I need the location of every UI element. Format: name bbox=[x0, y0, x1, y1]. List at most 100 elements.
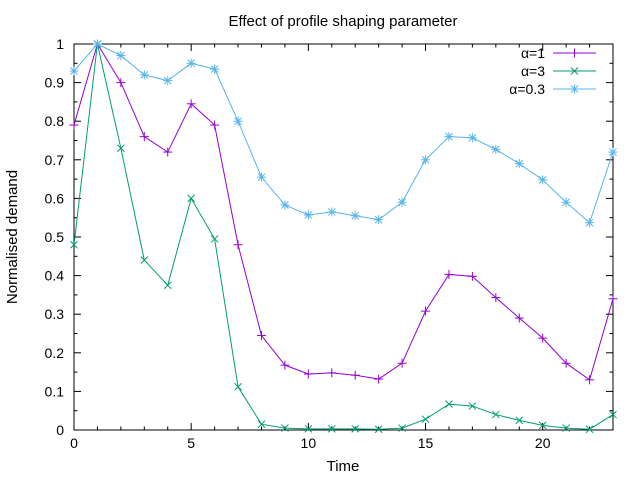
data-point bbox=[538, 333, 548, 343]
data-point bbox=[303, 210, 313, 220]
legend-label: α=1 bbox=[521, 45, 545, 61]
y-tick-label: 0.8 bbox=[45, 113, 65, 129]
data-point bbox=[514, 159, 524, 169]
data-point bbox=[139, 132, 149, 142]
x-axis-label: Time bbox=[327, 458, 360, 475]
data-point bbox=[163, 76, 173, 86]
y-tick-label: 0.4 bbox=[45, 268, 65, 284]
x-tick-label: 20 bbox=[535, 435, 551, 451]
legend-label: α=3 bbox=[521, 63, 545, 79]
data-point bbox=[92, 39, 102, 49]
data-point bbox=[515, 416, 524, 425]
data-point bbox=[163, 147, 173, 157]
y-tick-label: 0 bbox=[56, 422, 64, 438]
y-tick-label: 1 bbox=[56, 36, 64, 52]
data-point bbox=[374, 374, 384, 384]
data-point bbox=[608, 147, 618, 157]
data-point bbox=[351, 424, 360, 433]
data-point bbox=[186, 58, 196, 68]
data-point bbox=[233, 240, 243, 250]
x-axis: 0 5 10 15 20 bbox=[70, 44, 591, 451]
data-point bbox=[139, 70, 149, 80]
series-line bbox=[73, 43, 614, 224]
data-point bbox=[467, 271, 477, 281]
data-point bbox=[117, 144, 125, 153]
data-point bbox=[397, 358, 407, 368]
data-point bbox=[467, 133, 477, 143]
data-point bbox=[561, 358, 571, 368]
data-point bbox=[561, 197, 571, 207]
data-point bbox=[350, 211, 360, 221]
data-point bbox=[140, 256, 149, 265]
x-tick-label: 5 bbox=[187, 435, 195, 451]
data-point bbox=[538, 175, 548, 185]
x-tick-label: 15 bbox=[418, 435, 434, 451]
data-point bbox=[327, 368, 337, 378]
data-point bbox=[397, 197, 407, 207]
data-point bbox=[256, 172, 266, 182]
data-point bbox=[186, 99, 196, 109]
data-point bbox=[233, 116, 243, 126]
y-tick-label: 0.5 bbox=[45, 229, 65, 245]
legend: α=1 α=3 α=0.3 bbox=[509, 45, 596, 97]
data-point bbox=[421, 306, 431, 316]
x-tick-label: 10 bbox=[301, 435, 317, 451]
series-3 bbox=[69, 39, 618, 228]
data-point bbox=[445, 400, 453, 409]
data-point bbox=[491, 410, 500, 419]
x-tick-label: 0 bbox=[70, 435, 78, 451]
y-tick-label: 0.7 bbox=[45, 152, 65, 168]
data-point bbox=[491, 144, 501, 154]
data-point bbox=[374, 215, 384, 225]
legend-marker bbox=[570, 84, 579, 94]
y-tick-label: 0.2 bbox=[45, 345, 65, 361]
data-point bbox=[444, 269, 454, 279]
data-point bbox=[491, 293, 501, 303]
data-point bbox=[304, 424, 313, 433]
data-point bbox=[514, 313, 524, 323]
series-1 bbox=[69, 39, 618, 385]
data-point bbox=[327, 424, 336, 433]
data-point bbox=[70, 240, 78, 249]
data-point bbox=[187, 194, 196, 203]
plot-frame bbox=[73, 43, 614, 431]
data-point bbox=[585, 375, 595, 385]
data-point bbox=[281, 424, 289, 432]
data-point bbox=[210, 235, 219, 243]
data-point bbox=[280, 360, 290, 370]
data-point bbox=[585, 425, 594, 434]
data-point bbox=[116, 78, 126, 88]
data-point bbox=[585, 218, 595, 228]
series-layer bbox=[69, 39, 618, 434]
y-tick-label: 0.9 bbox=[45, 75, 65, 91]
data-point bbox=[116, 51, 126, 61]
y-tick-label: 0.6 bbox=[45, 190, 65, 206]
data-point bbox=[562, 424, 570, 432]
chart-title: Effect of profile shaping parameter bbox=[228, 13, 457, 30]
series-2 bbox=[70, 40, 617, 434]
data-point bbox=[256, 330, 266, 340]
legend-marker bbox=[570, 67, 579, 75]
data-point bbox=[444, 132, 454, 142]
data-point bbox=[69, 120, 79, 130]
y-axis-label: Normalised demand bbox=[4, 170, 21, 304]
data-point bbox=[468, 402, 477, 410]
data-point bbox=[421, 155, 431, 165]
data-point bbox=[280, 200, 290, 210]
data-point bbox=[234, 382, 242, 391]
data-point bbox=[609, 410, 617, 419]
data-point bbox=[608, 294, 618, 304]
data-point bbox=[421, 415, 430, 424]
y-tick-label: 0.1 bbox=[45, 383, 65, 399]
data-point bbox=[210, 64, 220, 74]
data-point bbox=[69, 66, 79, 76]
data-point bbox=[210, 120, 220, 130]
data-point bbox=[538, 421, 547, 430]
data-point bbox=[350, 370, 360, 380]
data-point bbox=[257, 420, 266, 429]
y-axis: 0 0.1 0.2 0.3 0.4 0.5 0.6 0.7 0.8 0.9 1 bbox=[45, 36, 613, 438]
data-point bbox=[374, 425, 383, 434]
series-line bbox=[73, 42, 614, 381]
data-point bbox=[163, 281, 172, 290]
